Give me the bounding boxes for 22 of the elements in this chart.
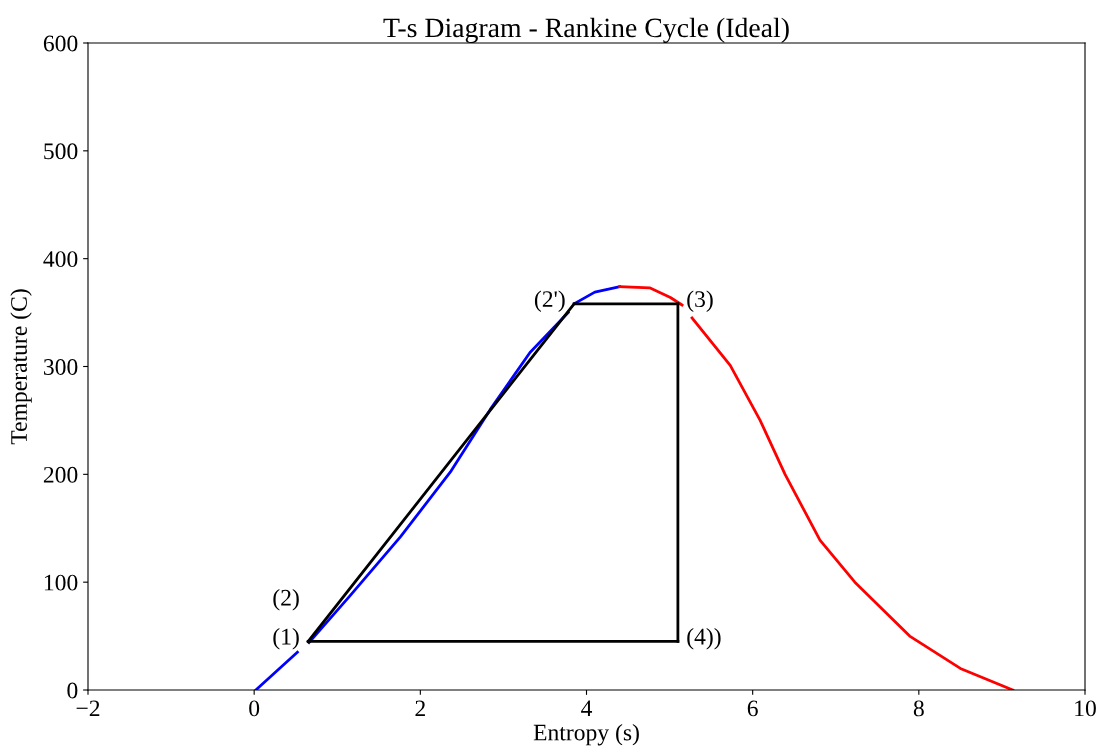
x-tick-label: 2 [415,700,425,717]
x-tick-label: −2 [76,700,100,717]
y-tick-label: 200 [43,466,78,483]
annotation: (1) [273,627,299,650]
chart-title: T-s Diagram - Rankine Cycle (Ideal) [383,17,789,43]
annotation: (4)) [687,627,721,650]
x-tick-label: 6 [747,700,758,717]
y-axis-title: Temperature (C) [10,289,32,445]
x-tick-label: 10 [1075,700,1096,717]
x-axis-title: Entropy (s) [533,723,639,746]
y-tick-label: 0 [67,682,78,699]
annotation: (2') [534,290,565,312]
annotation: (2) [273,589,299,611]
x-tick-label: 0 [249,700,260,717]
y-tick-label: 300 [43,358,78,375]
y-tick-label: 600 [43,35,78,52]
y-tick-label: 500 [44,143,78,160]
y-tick-label: 100 [44,574,78,591]
annotation: (3) [687,290,713,312]
x-tick-label: 8 [913,700,924,717]
y-tick-label: 400 [43,251,78,268]
x-tick-label: 4 [581,700,593,717]
